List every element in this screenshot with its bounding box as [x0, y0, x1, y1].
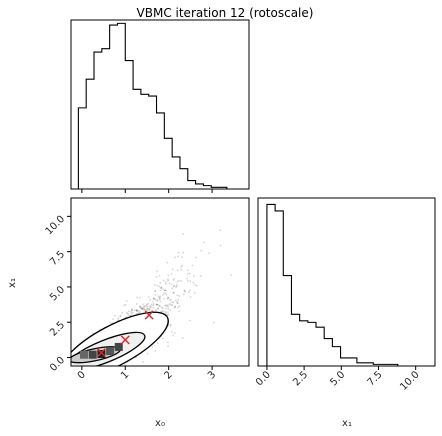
chart-title: VBMC iteration 12 (rotoscale)	[137, 6, 314, 20]
scatter-xlabel: x₀	[155, 418, 165, 429]
density-cell	[80, 350, 89, 359]
scatter-ytick-label: 5.0	[48, 284, 67, 303]
histogram-x0	[70, 19, 250, 193]
hist-x1-xtick-label: 0.0	[254, 369, 273, 388]
panel-frame	[70, 19, 250, 190]
panel-frame	[70, 197, 250, 367]
hist-x1-xtick-label: 5.0	[328, 369, 347, 388]
density-cell	[106, 347, 115, 356]
scatter-x0-x1: 0 1 2 3 0.0 2.5 5.0 7.5 10.0	[44, 197, 250, 382]
scatter-xtick-label: 1	[119, 369, 131, 381]
scatter-ylabel: x₁	[7, 278, 18, 288]
scatter-ytick-label: 0.0	[48, 355, 67, 374]
histogram-x1: 0.0 2.5 5.0 7.5 10.0	[254, 197, 436, 393]
hist-x1-xtick-label: 10.0	[398, 369, 422, 393]
density-cell	[114, 342, 123, 351]
scatter-plot-area	[71, 229, 233, 366]
density-cell	[88, 350, 97, 359]
hist-x1-xlabel: x₁	[342, 418, 352, 429]
hist-x1-xtick-label: 7.5	[366, 369, 385, 388]
scatter-xtick-label: 0	[76, 369, 88, 381]
sample-marker	[96, 348, 106, 358]
hist-step-line	[266, 203, 406, 367]
scatter-xtick-label: 2	[163, 369, 175, 381]
sample-marker	[120, 335, 130, 345]
scatter-ytick-label: 10.0	[44, 214, 68, 238]
hist-step-line	[77, 22, 235, 190]
hist-x1-xtick-label: 2.5	[291, 369, 310, 388]
sample-marker	[144, 310, 154, 320]
panel-frame	[257, 197, 436, 367]
scatter-xtick-label: 3	[206, 369, 218, 381]
scatter-ytick-label: 7.5	[48, 249, 67, 268]
scatter-ytick-label: 2.5	[48, 320, 67, 339]
density-cell	[97, 350, 106, 358]
